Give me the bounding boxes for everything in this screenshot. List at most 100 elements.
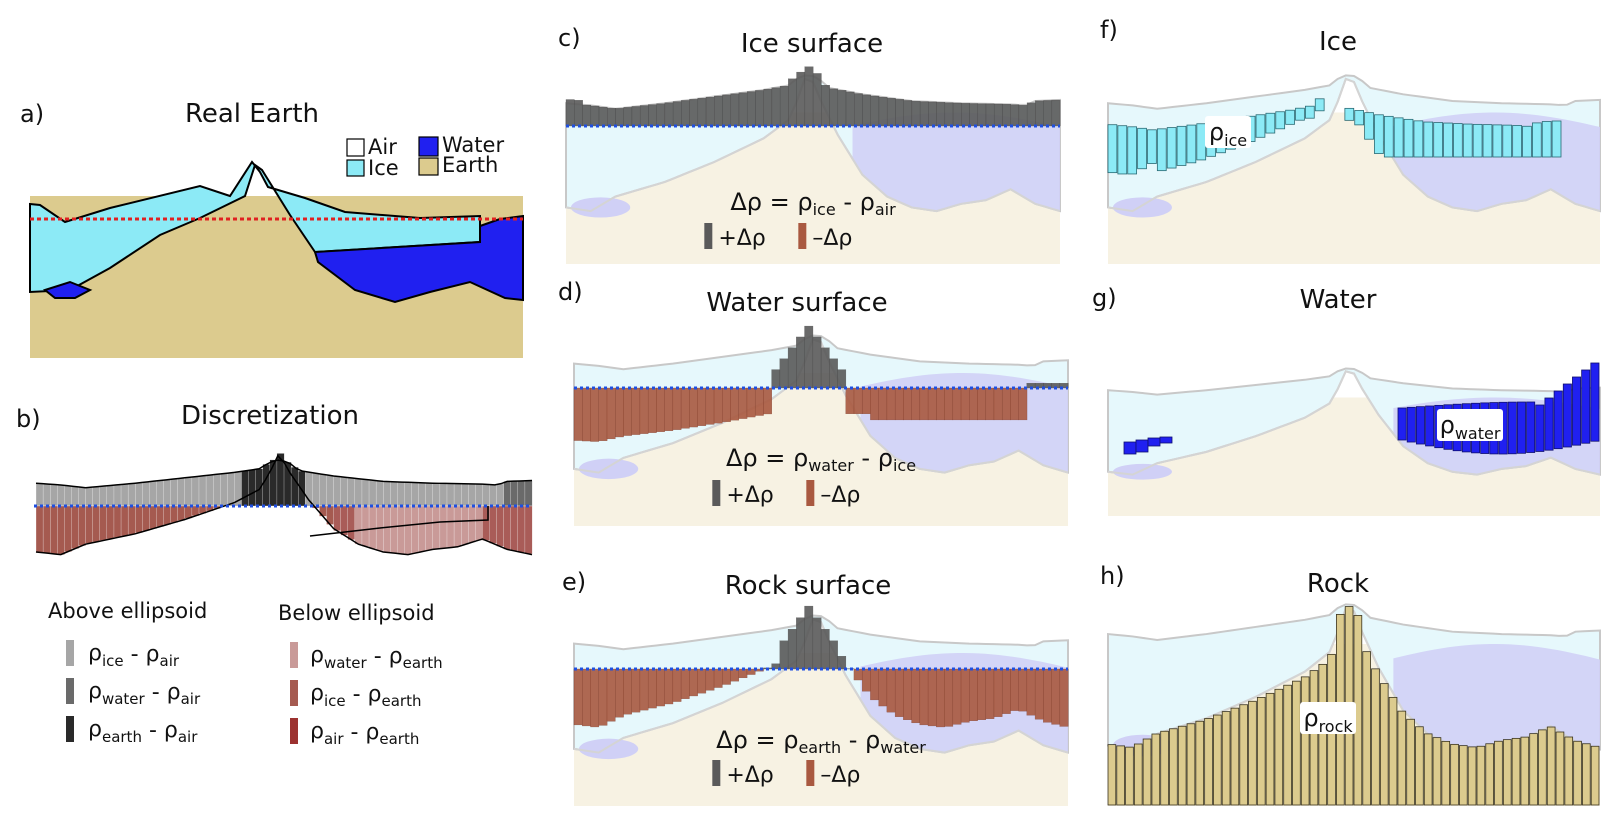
below-bar [36, 506, 43, 552]
negative-bar [730, 669, 738, 681]
density-bar [1355, 111, 1364, 125]
panel-b-title: Discretization [181, 401, 359, 431]
water-swatch [419, 137, 438, 156]
positive-bar [657, 104, 665, 126]
legend-earth: Earth [442, 153, 498, 177]
density-bar [1394, 118, 1403, 157]
density-bar [1128, 127, 1137, 174]
negative-bar [936, 669, 944, 727]
below-bar [433, 506, 440, 549]
density-bar [1404, 119, 1413, 157]
below-swatch [290, 642, 298, 668]
above-bar [185, 477, 192, 506]
below-bar [156, 506, 163, 527]
positive-bar [837, 370, 845, 388]
negative-bar [656, 388, 664, 432]
positive-bar [813, 337, 821, 388]
negative-bar [994, 669, 1002, 717]
above-bar [390, 482, 397, 506]
above-bar [497, 484, 504, 506]
density-bar [1372, 669, 1380, 805]
density-bar [1547, 727, 1555, 805]
density-bar [1178, 726, 1186, 805]
density-bar [1545, 398, 1553, 450]
negative-bar [1052, 669, 1060, 724]
below-bar [185, 506, 192, 518]
below-bar [142, 506, 149, 531]
negative-bar [640, 388, 648, 434]
density-bar [1416, 727, 1424, 805]
below-bar [412, 506, 419, 553]
above-bar [100, 486, 107, 506]
density-bar [1434, 123, 1443, 157]
positive-bar [920, 102, 928, 126]
positive-bar [912, 101, 920, 126]
density-bar [1257, 697, 1265, 805]
negative-bar [1035, 669, 1043, 719]
above-bar [504, 481, 511, 506]
below-bar [404, 506, 411, 555]
negative-bar [632, 388, 640, 435]
negative-bar [623, 388, 631, 436]
positive-bar [813, 618, 821, 669]
positive-bar [706, 97, 714, 126]
negative-bar [903, 388, 911, 420]
panel-d-title: Water surface [706, 288, 887, 318]
positive-bar [961, 103, 969, 126]
below-ellipsoid-title: Below ellipsoid [278, 601, 435, 625]
negative-bar [615, 388, 623, 437]
panel-f-label: f) [1100, 16, 1118, 44]
negative-bar [846, 388, 854, 414]
positive-label: +Δρ [718, 226, 765, 251]
density-bar [1542, 122, 1551, 158]
above-bar [256, 469, 263, 506]
density-bar [1591, 363, 1599, 441]
panel-f-title: Ice [1319, 27, 1357, 57]
density-bar [1442, 741, 1450, 805]
negative-bar [1043, 669, 1051, 722]
above-bar [291, 467, 298, 506]
density-bar [1266, 113, 1275, 133]
density-bar [1310, 671, 1318, 805]
positive-bar [945, 103, 953, 126]
positive-bar [780, 86, 788, 126]
density-bar [1574, 741, 1582, 805]
density-bar [1138, 128, 1147, 168]
below-bar [348, 506, 355, 540]
positive-bar [788, 79, 796, 126]
above-bar [135, 483, 142, 506]
density-bar [1147, 130, 1156, 164]
above-bar [86, 487, 93, 506]
negative-bar [706, 669, 714, 690]
density-bar [1136, 440, 1148, 452]
positive-bar [829, 359, 837, 388]
above-bar [79, 487, 86, 506]
negative-bar [632, 669, 640, 712]
below-bar [525, 506, 532, 554]
panel-c-label: c) [558, 24, 581, 52]
negative-bar [706, 388, 714, 424]
negative-bar [730, 388, 738, 420]
e-water-pocket [579, 739, 638, 759]
negative-bar [945, 388, 953, 420]
g-water-pocket [1113, 464, 1172, 480]
density-bar [1197, 124, 1206, 160]
density-bar [1249, 701, 1257, 805]
above-bar [36, 483, 43, 506]
negative-bar [969, 388, 977, 420]
negative-bar [698, 388, 706, 426]
above-bar [404, 482, 411, 506]
negative-bar [1010, 669, 1018, 711]
above-bar [206, 475, 213, 506]
positive-bar [747, 92, 755, 126]
below-bar [135, 506, 142, 533]
negative-bar [870, 388, 878, 420]
negative-bar [599, 388, 607, 441]
below-bar [149, 506, 156, 529]
negative-bar [722, 388, 730, 422]
positive-bar [739, 93, 747, 126]
density-bar [1152, 734, 1160, 805]
above-swatch [66, 716, 74, 742]
density-bar [1134, 744, 1142, 805]
negative-bar [953, 388, 961, 420]
